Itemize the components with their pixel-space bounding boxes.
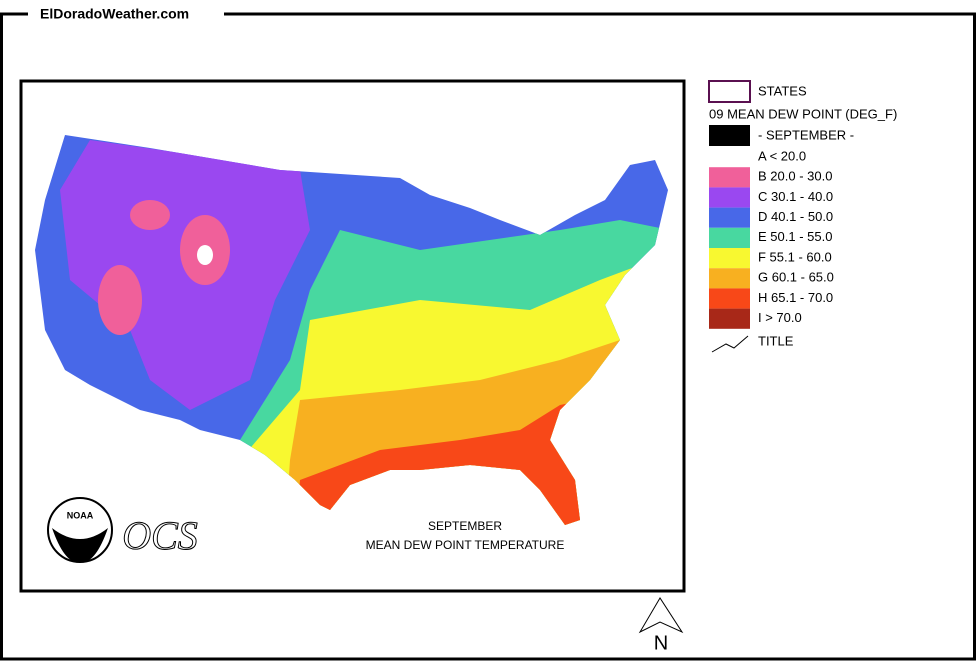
- legend-swatch: [709, 288, 750, 309]
- legend-label: A < 20.0: [758, 148, 806, 163]
- zone-b: [130, 200, 170, 230]
- header-bg: [28, 4, 224, 26]
- legend-label: F 55.1 - 60.0: [758, 249, 832, 264]
- legend-swatch: [709, 268, 750, 289]
- legend-label: C 30.1 - 40.0: [758, 189, 833, 204]
- legend-swatch: [709, 308, 750, 329]
- legend-variable: 09 MEAN DEW POINT (DEG_F): [709, 106, 897, 121]
- legend-label: H 65.1 - 70.0: [758, 290, 833, 305]
- noaa-bird: [52, 528, 108, 563]
- map-subtitle: MEAN DEW POINT TEMPERATURE: [366, 538, 565, 552]
- legend-swatch: [709, 227, 750, 248]
- title-icon: [711, 335, 749, 353]
- zone-a: [197, 245, 213, 265]
- legend-swatch: [709, 167, 750, 188]
- legend-swatch: [709, 207, 750, 228]
- states-swatch: [708, 80, 751, 103]
- compass-arrow: [638, 597, 684, 634]
- site-title: ElDoradoWeather.com: [40, 6, 189, 22]
- legend-swatch: [709, 147, 750, 168]
- legend-states: STATES: [758, 83, 807, 98]
- legend-swatch: [709, 187, 750, 208]
- legend: A < 20.0 B 20.0 - 30.0 C 30.1 - 40.0 D 40.1…: [709, 147, 834, 329]
- legend-period: - SEPTEMBER -: [758, 127, 854, 142]
- legend-swatch: [709, 248, 750, 269]
- zone-b: [98, 265, 142, 335]
- legend-label: E 50.1 - 55.0: [758, 229, 832, 244]
- period-swatch: [709, 125, 750, 146]
- compass-label: N: [654, 632, 668, 654]
- outer-frame: [0, 12, 976, 661]
- map-title: SEPTEMBER: [428, 519, 502, 533]
- noaa-text: NOAA: [67, 510, 94, 520]
- zone-c: [60, 140, 310, 410]
- legend-label: D 40.1 - 50.0: [758, 209, 833, 224]
- legend-title: TITLE: [758, 333, 794, 348]
- ocs-logo: OCS: [122, 513, 198, 558]
- legend-label: I > 70.0: [758, 310, 802, 325]
- legend-label: B 20.0 - 30.0: [758, 169, 832, 184]
- legend-label: G 60.1 - 65.0: [758, 270, 834, 285]
